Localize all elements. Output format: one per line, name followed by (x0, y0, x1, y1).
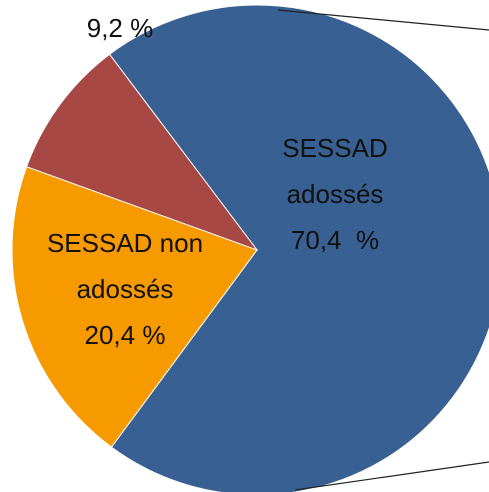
connector-line (294, 461, 489, 491)
value-label: 20,4 % (85, 320, 166, 350)
pie-slice (25, 53, 259, 252)
pie-slice (108, 4, 489, 492)
pie-slice (11, 166, 258, 448)
value-label: 70,4 % (291, 225, 379, 255)
connector-line (277, 9, 489, 31)
slice-label: SESSAD adossés (282, 133, 388, 209)
slice-label: SESSAD non adossés (47, 228, 203, 304)
value-label: 9,2 % (87, 13, 154, 43)
